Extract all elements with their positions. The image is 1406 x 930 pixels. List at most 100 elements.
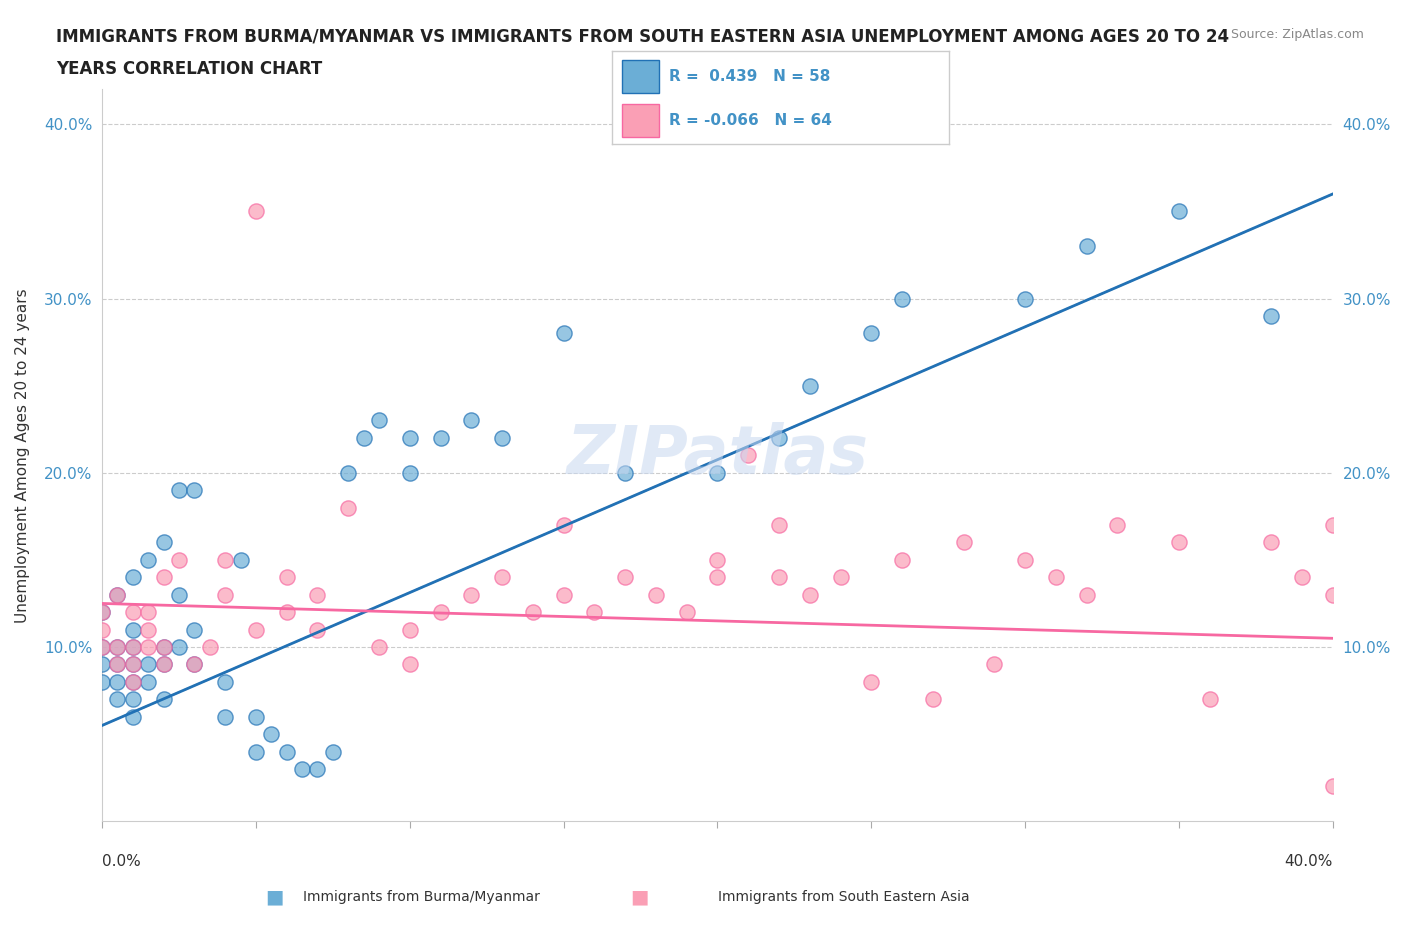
- Text: Immigrants from Burma/Myanmar: Immigrants from Burma/Myanmar: [304, 889, 540, 904]
- Text: ■: ■: [264, 887, 284, 906]
- Point: [229, 552, 252, 567]
- Point: [398, 622, 420, 637]
- Point: [491, 431, 513, 445]
- Text: R = -0.066   N = 64: R = -0.066 N = 64: [669, 113, 832, 128]
- Point: [167, 640, 190, 655]
- Point: [122, 674, 145, 689]
- Point: [891, 291, 914, 306]
- Point: [107, 692, 129, 707]
- Point: [245, 744, 267, 759]
- Point: [891, 552, 914, 567]
- Point: [491, 570, 513, 585]
- Point: [122, 692, 145, 707]
- Point: [198, 640, 221, 655]
- Point: [167, 588, 190, 603]
- Point: [799, 588, 821, 603]
- Point: [368, 640, 391, 655]
- Point: [768, 431, 790, 445]
- Text: 0.0%: 0.0%: [103, 855, 141, 870]
- Point: [645, 588, 668, 603]
- Point: [122, 640, 145, 655]
- Point: [1322, 588, 1344, 603]
- Point: [1322, 779, 1344, 794]
- Point: [1168, 535, 1191, 550]
- Point: [706, 570, 728, 585]
- Point: [122, 604, 145, 619]
- Point: [830, 570, 852, 585]
- Point: [1076, 588, 1098, 603]
- Point: [706, 465, 728, 480]
- Point: [152, 657, 174, 671]
- Point: [183, 622, 205, 637]
- Point: [460, 413, 482, 428]
- Point: [1045, 570, 1067, 585]
- Point: [614, 570, 637, 585]
- Point: [307, 588, 329, 603]
- Point: [368, 413, 391, 428]
- Point: [152, 640, 174, 655]
- Point: [675, 604, 697, 619]
- Point: [107, 588, 129, 603]
- Point: [122, 657, 145, 671]
- Point: [107, 640, 129, 655]
- Point: [276, 604, 298, 619]
- Point: [983, 657, 1005, 671]
- Point: [553, 326, 575, 340]
- Point: [122, 640, 145, 655]
- Text: 40.0%: 40.0%: [1285, 855, 1333, 870]
- Point: [91, 604, 114, 619]
- Point: [952, 535, 974, 550]
- Point: [183, 657, 205, 671]
- Point: [768, 518, 790, 533]
- Point: [553, 588, 575, 603]
- Point: [122, 674, 145, 689]
- Point: [152, 535, 174, 550]
- Point: [307, 762, 329, 777]
- Text: IMMIGRANTS FROM BURMA/MYANMAR VS IMMIGRANTS FROM SOUTH EASTERN ASIA UNEMPLOYMENT: IMMIGRANTS FROM BURMA/MYANMAR VS IMMIGRA…: [56, 28, 1229, 46]
- Point: [122, 657, 145, 671]
- Point: [245, 622, 267, 637]
- Point: [214, 588, 236, 603]
- Point: [152, 640, 174, 655]
- Point: [214, 674, 236, 689]
- Point: [276, 570, 298, 585]
- Point: [152, 692, 174, 707]
- Point: [522, 604, 544, 619]
- Point: [1107, 518, 1129, 533]
- Point: [1198, 692, 1220, 707]
- Point: [398, 465, 420, 480]
- Point: [214, 710, 236, 724]
- Point: [337, 500, 360, 515]
- Point: [152, 570, 174, 585]
- Text: ■: ■: [630, 887, 650, 906]
- Point: [152, 657, 174, 671]
- Point: [91, 640, 114, 655]
- Point: [398, 657, 420, 671]
- Text: R =  0.439   N = 58: R = 0.439 N = 58: [669, 69, 831, 85]
- Text: ZIPatlas: ZIPatlas: [567, 422, 869, 488]
- Point: [353, 431, 375, 445]
- Point: [260, 726, 283, 741]
- Point: [307, 622, 329, 637]
- Point: [136, 622, 159, 637]
- Point: [860, 674, 883, 689]
- Point: [107, 657, 129, 671]
- Point: [245, 204, 267, 219]
- FancyBboxPatch shape: [621, 104, 659, 137]
- Point: [136, 604, 159, 619]
- Point: [614, 465, 637, 480]
- Text: Source: ZipAtlas.com: Source: ZipAtlas.com: [1230, 28, 1364, 41]
- Point: [398, 431, 420, 445]
- Point: [107, 657, 129, 671]
- Text: Immigrants from South Eastern Asia: Immigrants from South Eastern Asia: [718, 889, 969, 904]
- Point: [921, 692, 943, 707]
- Y-axis label: Unemployment Among Ages 20 to 24 years: Unemployment Among Ages 20 to 24 years: [15, 288, 30, 623]
- Point: [337, 465, 360, 480]
- Point: [1014, 552, 1036, 567]
- Point: [91, 604, 114, 619]
- Point: [136, 657, 159, 671]
- Point: [214, 552, 236, 567]
- Point: [1076, 239, 1098, 254]
- Text: YEARS CORRELATION CHART: YEARS CORRELATION CHART: [56, 60, 322, 78]
- Point: [136, 640, 159, 655]
